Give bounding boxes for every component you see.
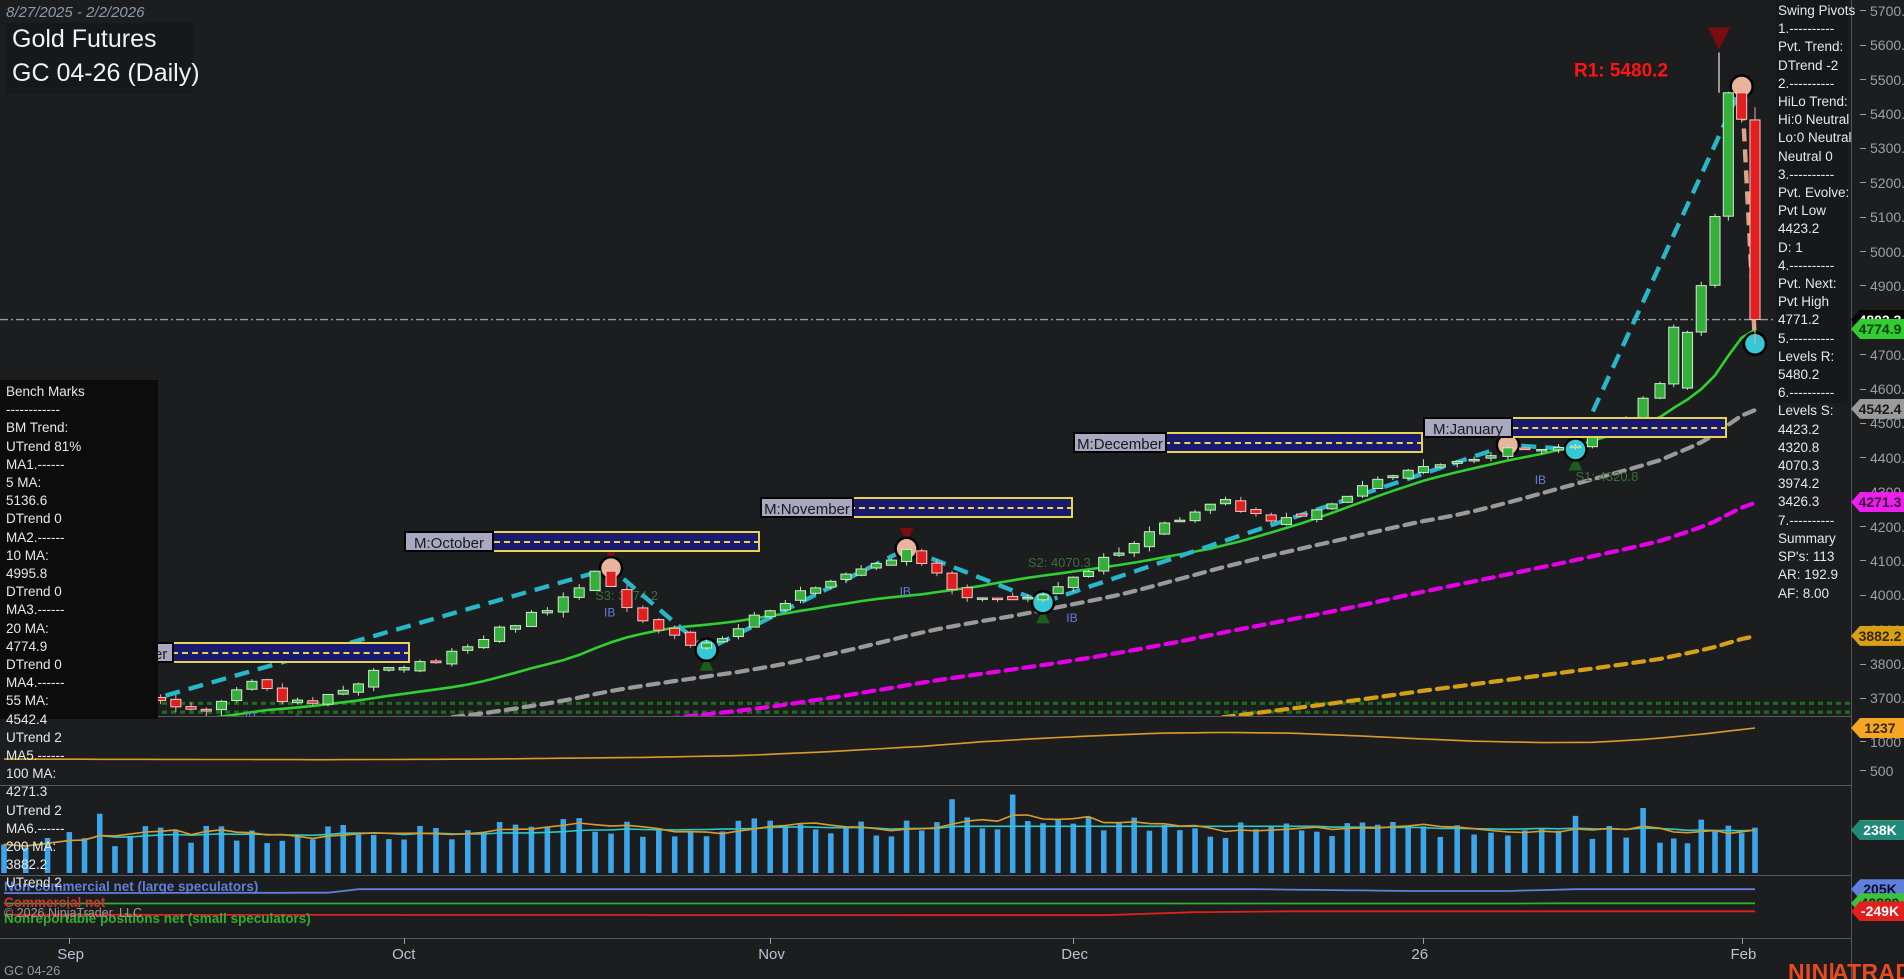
svg-text:S2: 4070.3: S2: 4070.3 — [1028, 555, 1091, 570]
svg-text:IB: IB — [900, 585, 911, 599]
svg-text:IB: IB — [245, 710, 256, 716]
svg-text:R1: 5480.2: R1: 5480.2 — [1574, 60, 1668, 81]
svg-text:IB: IB — [1535, 473, 1546, 487]
svg-text:IB: IB — [604, 606, 615, 620]
svg-text:IB: IB — [1066, 611, 1077, 625]
svg-text:S1: 4320.8: S1: 4320.8 — [1576, 469, 1639, 484]
